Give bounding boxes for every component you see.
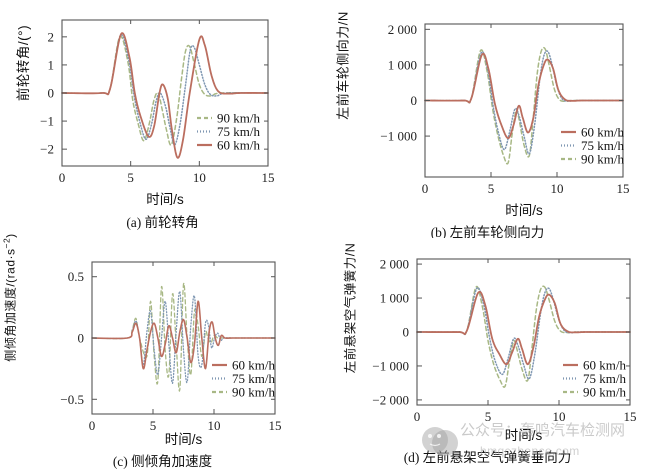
svg-text:90 km/h: 90 km/h [581, 152, 624, 167]
svg-text:−2 000: −2 000 [372, 392, 409, 407]
svg-text:0: 0 [422, 181, 429, 196]
svg-text:5: 5 [488, 181, 495, 196]
svg-text:0: 0 [78, 331, 85, 346]
svg-text:0.5: 0.5 [68, 269, 84, 284]
svg-text:10: 10 [553, 409, 566, 424]
svg-text:60 km/h: 60 km/h [217, 138, 260, 153]
svg-text:2 000: 2 000 [380, 257, 409, 272]
svg-text:2: 2 [48, 29, 55, 44]
svg-text:0: 0 [48, 86, 55, 101]
svg-text:0: 0 [59, 170, 66, 185]
svg-text:−0.5: −0.5 [60, 392, 84, 407]
svg-text:90 km/h: 90 km/h [232, 385, 275, 400]
svg-text:−2: −2 [40, 142, 54, 157]
svg-text:2 000: 2 000 [388, 22, 417, 37]
svg-text:10: 10 [551, 181, 564, 196]
svg-text:15: 15 [624, 409, 637, 424]
svg-text:90 km/h: 90 km/h [583, 385, 626, 400]
svg-text:−1 000: −1 000 [372, 358, 409, 373]
svg-text:5: 5 [127, 170, 134, 185]
svg-text:5: 5 [485, 409, 492, 424]
svg-text:1 000: 1 000 [388, 57, 417, 72]
svg-text:−1: −1 [40, 114, 54, 129]
svg-text:15: 15 [262, 170, 275, 185]
svg-text:1 000: 1 000 [380, 291, 409, 306]
svg-text:0: 0 [414, 409, 421, 424]
svg-text:0: 0 [411, 93, 418, 108]
svg-text:10: 10 [193, 170, 206, 185]
svg-text:15: 15 [617, 181, 630, 196]
svg-text:0: 0 [403, 325, 410, 340]
svg-text:−1 000: −1 000 [380, 129, 417, 144]
svg-text:1: 1 [48, 57, 55, 72]
